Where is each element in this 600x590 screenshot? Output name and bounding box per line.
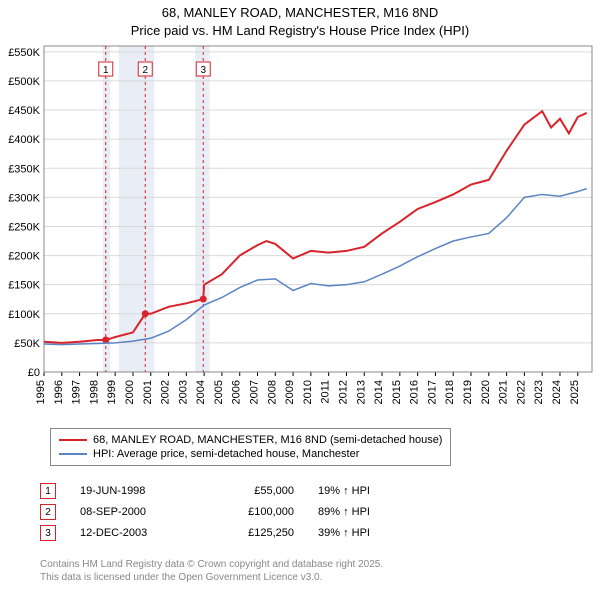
- x-tick-label: 1998: [88, 380, 100, 404]
- marker-table-box: 1: [40, 483, 56, 499]
- title-line-2: Price paid vs. HM Land Registry's House …: [0, 22, 600, 40]
- marker-box-label: 1: [103, 65, 109, 76]
- y-tick-label: £250K: [8, 221, 40, 233]
- y-tick-label: £300K: [8, 192, 40, 204]
- marker-table-row: 2 08-SEP-2000 £100,000 89% ↑ HPI: [40, 504, 408, 520]
- x-tick-label: 2010: [302, 380, 314, 404]
- marker-box-label: 3: [200, 65, 206, 76]
- legend-item: HPI: Average price, semi-detached house,…: [59, 447, 442, 461]
- x-tick-label: 2012: [337, 380, 349, 404]
- x-tick-label: 2020: [480, 380, 492, 404]
- marker-table-row: 3 12-DEC-2003 £125,250 39% ↑ HPI: [40, 525, 408, 541]
- y-tick-label: £200K: [8, 251, 40, 263]
- markers-table: 1 19-JUN-1998 £55,000 19% ↑ HPI 2 08-SEP-2000…: [40, 478, 408, 546]
- marker-table-pct: 39% ↑ HPI: [318, 527, 408, 539]
- marker-table-price: £55,000: [214, 485, 294, 497]
- y-tick-label: £400K: [8, 134, 40, 146]
- y-tick-label: £150K: [8, 280, 40, 292]
- x-tick-label: 2002: [160, 380, 172, 404]
- marker-table-pct: 89% ↑ HPI: [318, 506, 408, 518]
- x-tick-label: 1997: [71, 380, 83, 404]
- x-tick-label: 2015: [391, 380, 403, 404]
- x-tick-label: 2006: [231, 380, 243, 404]
- legend: 68, MANLEY ROAD, MANCHESTER, M16 8ND (se…: [50, 428, 451, 466]
- marker-table-row: 1 19-JUN-1998 £55,000 19% ↑ HPI: [40, 483, 408, 499]
- shaded-band: [103, 46, 110, 372]
- y-tick-label: £50K: [14, 338, 40, 350]
- chart-container: 68, MANLEY ROAD, MANCHESTER, M16 8ND Pri…: [0, 0, 600, 590]
- y-tick-label: £500K: [8, 76, 40, 88]
- x-tick-label: 2013: [355, 380, 367, 404]
- x-tick-label: 2007: [249, 380, 261, 404]
- x-tick-label: 2018: [444, 380, 456, 404]
- marker-table-box: 3: [40, 525, 56, 541]
- x-tick-label: 2023: [533, 380, 545, 404]
- x-tick-label: 2001: [142, 380, 154, 404]
- footer: Contains HM Land Registry data © Crown c…: [40, 558, 383, 584]
- x-tick-label: 2014: [373, 380, 385, 404]
- title-line-1: 68, MANLEY ROAD, MANCHESTER, M16 8ND: [0, 4, 600, 22]
- y-tick-label: £350K: [8, 163, 40, 175]
- legend-swatch: [59, 439, 87, 441]
- y-tick-label: £0: [28, 367, 40, 379]
- marker-table-pct: 19% ↑ HPI: [318, 485, 408, 497]
- footer-line-2: This data is licensed under the Open Gov…: [40, 571, 383, 584]
- x-tick-label: 1996: [53, 380, 65, 404]
- x-tick-label: 2024: [551, 380, 563, 404]
- x-tick-label: 2017: [426, 380, 438, 404]
- marker-table-price: £125,250: [214, 527, 294, 539]
- x-tick-label: 2025: [569, 380, 581, 404]
- y-tick-label: £550K: [8, 47, 40, 59]
- chart-svg: £0 £50K £100K £150K £200K £250K £300K £350K £400…: [0, 40, 600, 420]
- footer-line-1: Contains HM Land Registry data © Crown c…: [40, 558, 383, 571]
- marker-table-date: 19-JUN-1998: [80, 485, 190, 497]
- marker-table-date: 08-SEP-2000: [80, 506, 190, 518]
- x-tick-label: 2011: [320, 380, 332, 404]
- legend-label: 68, MANLEY ROAD, MANCHESTER, M16 8ND (se…: [93, 434, 442, 446]
- x-tick-label: 1995: [35, 380, 47, 404]
- x-tick-label: 2016: [409, 380, 421, 404]
- marker-box-label: 2: [142, 65, 148, 76]
- x-tick-label: 2022: [515, 380, 527, 404]
- x-tick-label: 2008: [266, 380, 278, 404]
- y-tick-label: £100K: [8, 309, 40, 321]
- x-tick-label: 2021: [498, 380, 510, 404]
- marker-table-box: 2: [40, 504, 56, 520]
- x-tick-label: 2009: [284, 380, 296, 404]
- y-tick-label: £450K: [8, 105, 40, 117]
- x-tick-label: 2000: [124, 380, 136, 404]
- x-tick-label: 2004: [195, 380, 207, 404]
- marker-table-price: £100,000: [214, 506, 294, 518]
- shaded-band: [195, 46, 209, 372]
- legend-item: 68, MANLEY ROAD, MANCHESTER, M16 8ND (se…: [59, 433, 442, 447]
- x-tick-label: 1999: [106, 380, 118, 404]
- x-tick-label: 2003: [177, 380, 189, 404]
- legend-swatch: [59, 453, 87, 455]
- legend-label: HPI: Average price, semi-detached house,…: [93, 448, 359, 460]
- x-tick-label: 2019: [462, 380, 474, 404]
- shaded-band: [119, 46, 155, 372]
- chart-plot: £0 £50K £100K £150K £200K £250K £300K £350K £400…: [0, 40, 600, 420]
- chart-title: 68, MANLEY ROAD, MANCHESTER, M16 8ND Pri…: [0, 0, 600, 39]
- x-tick-label: 2005: [213, 380, 225, 404]
- marker-table-date: 12-DEC-2003: [80, 527, 190, 539]
